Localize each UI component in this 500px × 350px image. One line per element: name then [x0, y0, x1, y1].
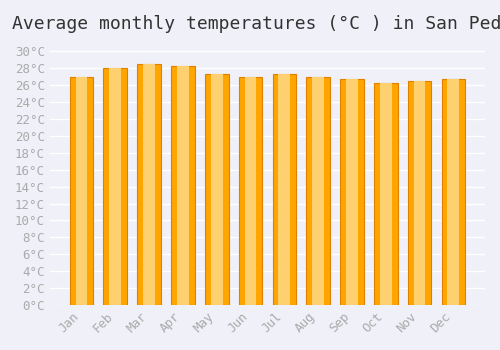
- Bar: [205, 74, 229, 305]
- Bar: [278, 74, 290, 305]
- Bar: [110, 68, 121, 305]
- Bar: [380, 83, 392, 305]
- Bar: [442, 79, 465, 305]
- Bar: [211, 74, 222, 305]
- Bar: [340, 79, 364, 305]
- Bar: [272, 74, 296, 305]
- Bar: [374, 83, 398, 305]
- Bar: [414, 81, 426, 305]
- Title: Average monthly temperatures (°C ) in San Pedro: Average monthly temperatures (°C ) in Sa…: [12, 15, 500, 33]
- Bar: [171, 66, 194, 305]
- Bar: [244, 77, 256, 305]
- Bar: [104, 68, 127, 305]
- Bar: [76, 77, 88, 305]
- Bar: [238, 77, 262, 305]
- Bar: [138, 64, 161, 305]
- Bar: [306, 77, 330, 305]
- Bar: [346, 79, 358, 305]
- Bar: [408, 81, 432, 305]
- Bar: [448, 79, 460, 305]
- Bar: [177, 66, 189, 305]
- Bar: [312, 77, 324, 305]
- Bar: [143, 64, 155, 305]
- Bar: [70, 77, 94, 305]
